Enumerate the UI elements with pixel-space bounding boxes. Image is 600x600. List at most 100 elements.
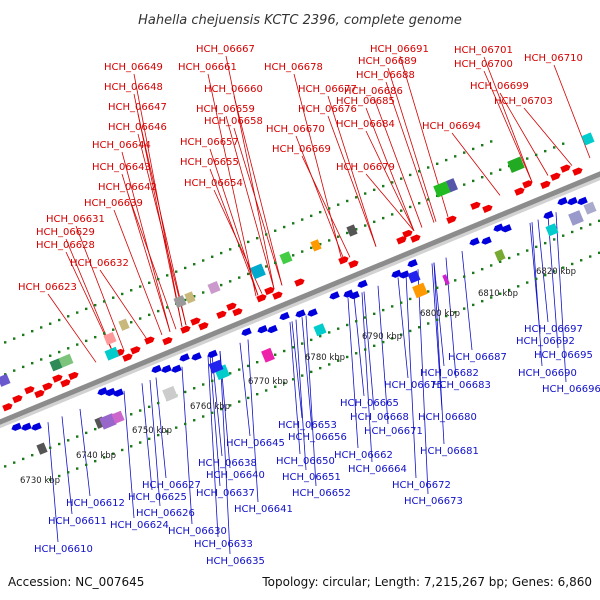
forward-gene-label: HCH_06685 — [336, 96, 395, 107]
tick-dot — [58, 442, 61, 446]
reverse-leader — [301, 317, 313, 431]
reverse-gene-label: HCH_06697 — [524, 324, 583, 335]
forward-gene-label: HCH_06710 — [524, 53, 583, 64]
tick-dot — [94, 303, 97, 307]
tick-dot — [301, 218, 304, 221]
tick-dot — [193, 263, 196, 266]
feature-box — [279, 251, 293, 265]
tick-dot — [148, 313, 151, 317]
forward-leader — [209, 168, 259, 296]
forward-leader — [233, 95, 283, 286]
tick-dot — [481, 299, 484, 303]
forward-gene-label: HCH_06649 — [104, 62, 163, 73]
tick-dot — [391, 213, 394, 216]
forward-leader — [365, 130, 415, 232]
reverse-gene — [407, 259, 418, 268]
reverse-gene — [295, 309, 306, 318]
tick-dot — [292, 346, 295, 349]
forward-gene-label: HCH_06676 — [298, 104, 357, 115]
forward-gene-label: HCH_06632 — [70, 258, 129, 269]
reverse-leader — [433, 262, 445, 367]
tick-dot — [589, 255, 592, 258]
tick-dot — [238, 276, 241, 279]
tick-dot — [382, 184, 385, 188]
tick-dot — [517, 253, 520, 256]
forward-leader — [75, 225, 125, 351]
forward-gene-label: HCH_06703 — [494, 96, 553, 107]
reverse-gene — [493, 223, 504, 232]
tick-dot — [247, 364, 250, 368]
tick-dot — [202, 415, 205, 418]
tick-dot — [67, 315, 70, 318]
tick-dot — [463, 275, 466, 278]
tick-dot — [553, 238, 556, 241]
reverse-gene — [469, 237, 480, 246]
reverse-leader — [431, 263, 443, 411]
reverse-leader — [47, 422, 59, 543]
reverse-gene-label: HCH_06687 — [448, 352, 507, 363]
forward-gene — [198, 322, 209, 331]
feature-box — [346, 224, 358, 237]
tick-dot — [148, 437, 151, 441]
forward-leader — [365, 107, 415, 232]
reverse-leader — [295, 319, 307, 471]
tick-dot — [94, 335, 97, 339]
tick-dot — [535, 153, 538, 157]
tick-dot — [544, 273, 547, 277]
forward-gene — [60, 379, 71, 388]
reverse-gene-label: HCH_06652 — [292, 488, 351, 499]
reverse-gene — [307, 308, 318, 317]
tick-dot — [229, 280, 232, 283]
reverse-gene-label: HCH_06626 — [136, 508, 195, 519]
tick-dot — [112, 328, 115, 331]
reverse-gene-label: HCH_06645 — [226, 438, 285, 449]
feature-box — [581, 132, 595, 146]
tick-dot — [409, 297, 412, 301]
reverse-gene-label: HCH_06664 — [348, 464, 407, 475]
tick-dot — [157, 309, 160, 313]
forward-gene-label: HCH_06659 — [196, 104, 255, 115]
tick-dot — [94, 459, 97, 463]
tick-dot — [184, 422, 187, 426]
reverse-gene — [267, 324, 278, 334]
forward-gene — [514, 187, 525, 196]
genome-backbone — [0, 171, 600, 429]
tick-dot — [346, 355, 349, 359]
reverse-leader — [397, 277, 409, 379]
feature-box — [433, 181, 451, 198]
reverse-leader — [61, 416, 73, 515]
forward-leader — [373, 97, 423, 228]
tick-dot — [238, 400, 241, 403]
forward-gene-label: HCH_06684 — [336, 119, 395, 130]
forward-leader — [385, 81, 435, 223]
tick-dot — [166, 430, 169, 433]
tick-dot — [328, 207, 331, 210]
forward-gene — [482, 204, 493, 213]
reverse-gene-label: HCH_06627 — [142, 480, 201, 491]
tick-dot — [364, 316, 367, 319]
scale-tick-label: 6780 kbp — [305, 353, 345, 363]
reverse-leader — [461, 250, 473, 351]
tick-dot — [409, 173, 412, 177]
reverse-gene — [257, 325, 268, 334]
feature-box — [583, 201, 597, 215]
tick-dot — [364, 224, 367, 227]
reverse-gene — [171, 364, 182, 373]
forward-gene-label: HCH_06677 — [298, 84, 357, 95]
forward-leader — [99, 269, 149, 342]
forward-gene — [162, 337, 173, 346]
tick-dot — [13, 369, 16, 372]
tick-dot — [391, 337, 394, 340]
forward-leader — [133, 93, 183, 327]
forward-gene-label: HCH_06660 — [204, 84, 263, 95]
tick-dot — [76, 467, 79, 470]
forward-gene — [402, 229, 413, 239]
tick-dot — [265, 233, 268, 236]
tick-dot — [562, 142, 565, 145]
tick-dot — [31, 453, 34, 457]
reverse-gene — [567, 196, 578, 206]
reverse-leader — [289, 322, 301, 455]
reverse-leader — [209, 355, 221, 487]
forward-leader — [295, 135, 345, 260]
